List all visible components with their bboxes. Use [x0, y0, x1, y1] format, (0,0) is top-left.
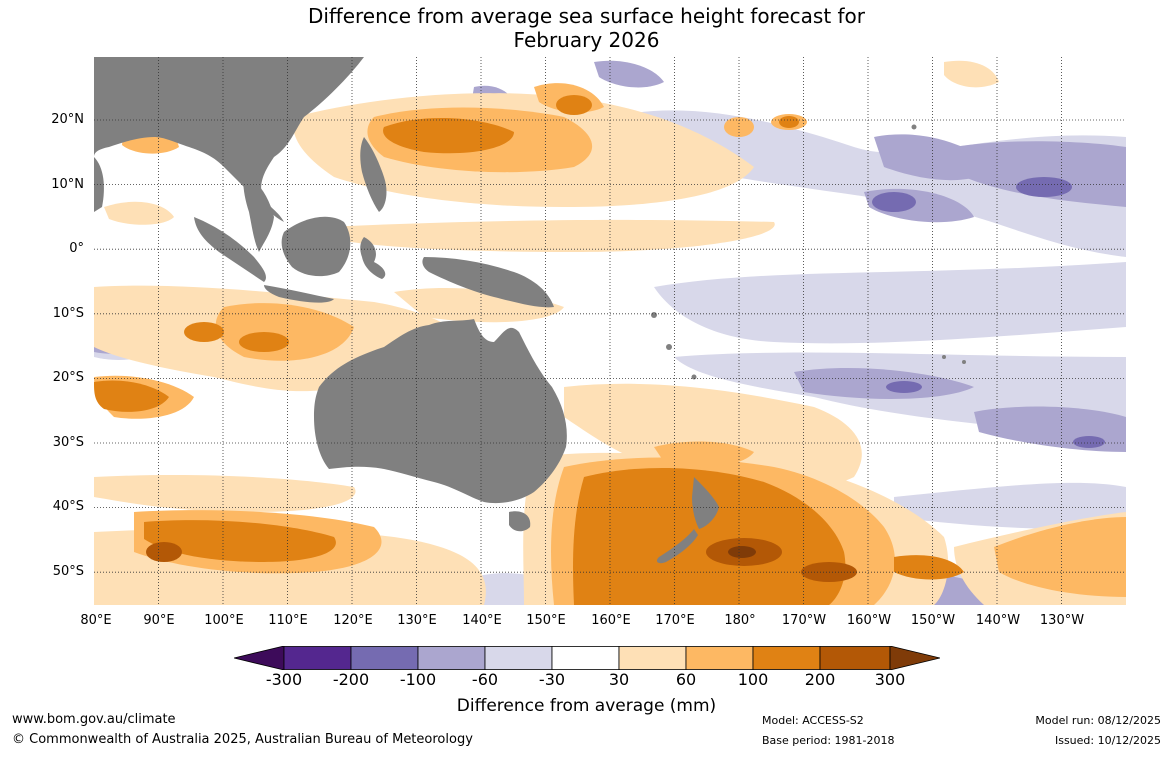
title-line-2: February 2026 — [513, 28, 660, 52]
colorbar-bin-7 — [685, 646, 754, 670]
footer-issued: Issued: 10/12/2025 — [1054, 734, 1161, 747]
lat-label-30s: 30°S — [52, 435, 84, 450]
lon-label-90e: 90°E — [143, 613, 175, 628]
colorbar-bin-3 — [417, 646, 486, 670]
land-nz-north — [692, 477, 719, 529]
colorbar-tick-neg100: -100 — [399, 670, 437, 689]
land-java — [264, 285, 334, 303]
colorbar-tick-neg60: -60 — [471, 670, 499, 689]
lat-label-10n: 10°N — [51, 177, 84, 192]
lat-label-10s: 10°S — [52, 306, 84, 321]
colorbar-tick-neg300: -300 — [265, 670, 303, 689]
colorbar-bin-8 — [752, 646, 821, 670]
lon-label-160e: 160°E — [591, 613, 631, 628]
lat-label-20n: 20°N — [51, 112, 84, 127]
colorbar-tick-100: 100 — [737, 670, 769, 689]
footer-model: Model: ACCESS-S2 — [762, 714, 864, 727]
lon-label-170w: 170°W — [781, 613, 827, 628]
anomaly-map — [94, 57, 1126, 605]
colorbar-tick-neg200: -200 — [332, 670, 370, 689]
land-borneo — [281, 216, 351, 277]
title-line-1: Difference from average sea surface heig… — [307, 4, 866, 28]
land-nz-south — [656, 529, 698, 564]
lon-label-130w: 130°W — [1039, 613, 1085, 628]
graticule — [94, 57, 1126, 605]
land-asia — [94, 57, 364, 222]
lon-label-150w: 150°W — [910, 613, 956, 628]
colorbar-extend-high — [889, 646, 940, 670]
land-indochina — [243, 172, 274, 252]
colorbar-bin-4 — [484, 646, 553, 670]
lon-label-150e: 150°E — [526, 613, 566, 628]
colorbar-bin-2 — [350, 646, 419, 670]
land-sulawesi — [360, 237, 386, 279]
colorbar-bin-5 — [551, 646, 620, 670]
lat-label-50s: 50°S — [52, 564, 84, 579]
land — [94, 57, 966, 564]
footer-model-run: Model run: 08/12/2025 — [1035, 714, 1161, 727]
colorbar-tick-30: 30 — [608, 670, 630, 689]
colorbar-tick-neg30: -30 — [538, 670, 566, 689]
land-tasmania — [509, 511, 531, 532]
colorbar-bin-1 — [283, 646, 352, 670]
land-new-guinea — [422, 257, 554, 308]
lon-label-100e: 100°E — [204, 613, 244, 628]
colorbar-bin-9 — [819, 646, 891, 670]
colorbar-extend-low — [234, 646, 285, 670]
lon-label-180: 180° — [724, 613, 756, 628]
lon-label-80e: 80°E — [80, 613, 112, 628]
colorbar-tick-60: 60 — [675, 670, 697, 689]
land-australia — [314, 319, 567, 504]
lat-label-0: 0° — [69, 241, 84, 256]
lon-label-110e: 110°E — [268, 613, 308, 628]
colorbar — [234, 646, 940, 670]
colorbar-tick-200: 200 — [804, 670, 836, 689]
map-title: Difference from average sea surface heig… — [0, 4, 1173, 52]
anomaly-pos-300 — [728, 546, 756, 558]
lon-label-160w: 160°W — [846, 613, 892, 628]
footer-base-period: Base period: 1981-2018 — [762, 734, 895, 747]
footer-url: www.bom.gov.au/climate — [12, 712, 176, 727]
lon-label-140w: 140°W — [975, 613, 1021, 628]
lon-label-120e: 120°E — [333, 613, 373, 628]
lon-label-130e: 130°E — [397, 613, 437, 628]
colorbar-tick-300: 300 — [874, 670, 906, 689]
lat-label-20s: 20°S — [52, 370, 84, 385]
colorbar-bin-6 — [618, 646, 687, 670]
land-india — [94, 157, 104, 212]
lat-label-40s: 40°S — [52, 499, 84, 514]
lon-label-170e: 170°E — [655, 613, 695, 628]
land-philippines — [360, 137, 387, 212]
lon-label-140e: 140°E — [462, 613, 502, 628]
colorbar-title: Difference from average (mm) — [456, 696, 717, 716]
footer-copyright: © Commonwealth of Australia 2025, Austra… — [12, 732, 473, 747]
map-svg — [94, 57, 1126, 605]
